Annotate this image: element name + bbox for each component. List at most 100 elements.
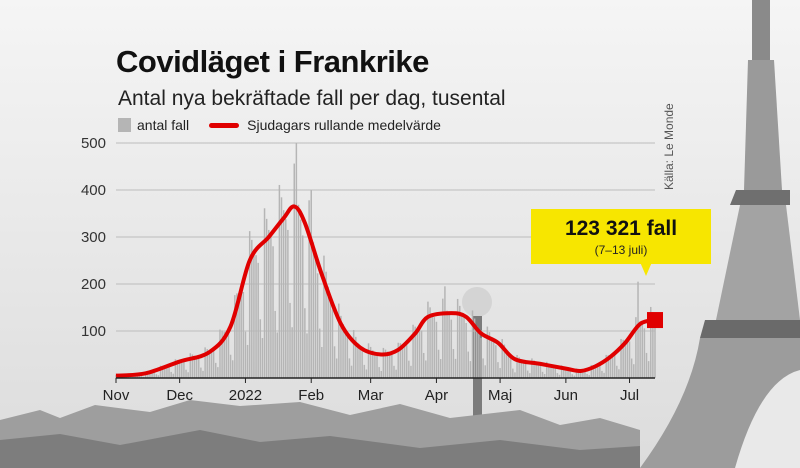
bar — [261, 338, 264, 378]
bar — [439, 359, 442, 378]
bar — [408, 360, 410, 378]
bar — [573, 375, 576, 378]
bar — [187, 372, 189, 378]
bar — [274, 310, 276, 378]
x-tick-label: 2022 — [229, 387, 262, 404]
bar — [626, 340, 629, 378]
bar — [590, 364, 593, 378]
callout-box: 123 321 fall (7–13 juli) — [531, 209, 711, 264]
bar — [257, 262, 259, 378]
bar — [412, 324, 414, 378]
bar — [310, 190, 312, 378]
bar — [386, 351, 389, 378]
x-tick-label: Jun — [554, 387, 578, 404]
bar — [155, 374, 158, 378]
bar — [234, 295, 236, 378]
bar — [461, 312, 463, 378]
bar — [554, 367, 557, 378]
bar — [537, 363, 540, 378]
bar — [558, 374, 561, 378]
bar — [613, 355, 616, 378]
lamp-post-icon — [462, 287, 492, 468]
bar — [159, 365, 162, 378]
bar — [401, 344, 404, 378]
bar — [633, 364, 635, 378]
bar — [603, 372, 605, 378]
bar — [609, 355, 612, 378]
bar — [579, 370, 582, 378]
bar — [482, 358, 484, 378]
bar — [214, 362, 217, 378]
bar — [480, 337, 482, 378]
bar — [227, 333, 230, 378]
bar — [382, 347, 385, 378]
bar — [433, 317, 436, 378]
bar — [265, 218, 268, 378]
bar — [552, 366, 554, 378]
bar — [342, 323, 344, 378]
bar — [405, 345, 408, 378]
bar — [469, 361, 472, 378]
bar — [569, 370, 571, 378]
bar — [473, 318, 476, 378]
bar — [202, 370, 204, 378]
bar — [620, 338, 622, 378]
bar — [395, 369, 397, 378]
bar — [181, 361, 183, 378]
y-tick-label: 300 — [81, 229, 106, 246]
bar — [526, 370, 529, 378]
bar — [161, 365, 164, 378]
bar — [219, 329, 221, 378]
bar — [463, 317, 465, 378]
bar — [422, 352, 425, 378]
bar — [333, 346, 336, 378]
bar — [174, 359, 177, 378]
moving-average-line — [115, 204, 656, 378]
bar — [380, 370, 382, 378]
bar — [170, 371, 172, 378]
bar — [616, 365, 618, 378]
bar — [229, 354, 232, 378]
bar — [471, 310, 474, 378]
bar — [255, 255, 257, 378]
bar — [647, 361, 650, 378]
bar — [268, 229, 270, 378]
bar — [507, 353, 510, 378]
bar — [520, 359, 523, 378]
bar — [543, 374, 546, 378]
bar — [497, 362, 499, 378]
x-tick-label: Dec — [166, 387, 193, 404]
bar — [522, 361, 525, 378]
bar — [444, 286, 446, 378]
bar — [306, 333, 308, 378]
bar — [212, 350, 215, 378]
bar — [550, 365, 552, 378]
eiffel-tower-icon — [640, 0, 800, 468]
bar — [147, 371, 149, 378]
bar — [282, 210, 285, 378]
bar — [251, 239, 253, 378]
bar — [531, 358, 533, 378]
bar — [420, 330, 423, 378]
bar — [189, 353, 192, 378]
bar — [584, 370, 586, 378]
bar — [166, 366, 168, 378]
legend-bar-swatch — [118, 118, 131, 132]
bar — [607, 355, 610, 378]
bar — [637, 281, 639, 378]
bar — [195, 356, 198, 378]
bar — [374, 352, 376, 378]
bar — [253, 249, 255, 378]
bar — [363, 364, 366, 378]
bar — [488, 332, 491, 378]
bar — [208, 350, 211, 378]
callout-marker — [647, 312, 663, 329]
bar — [153, 371, 155, 378]
bar — [650, 306, 652, 378]
bar — [225, 332, 228, 378]
bar — [575, 368, 578, 378]
bar — [565, 368, 567, 378]
bar — [450, 319, 453, 378]
bar — [476, 326, 478, 378]
bar — [389, 352, 391, 378]
